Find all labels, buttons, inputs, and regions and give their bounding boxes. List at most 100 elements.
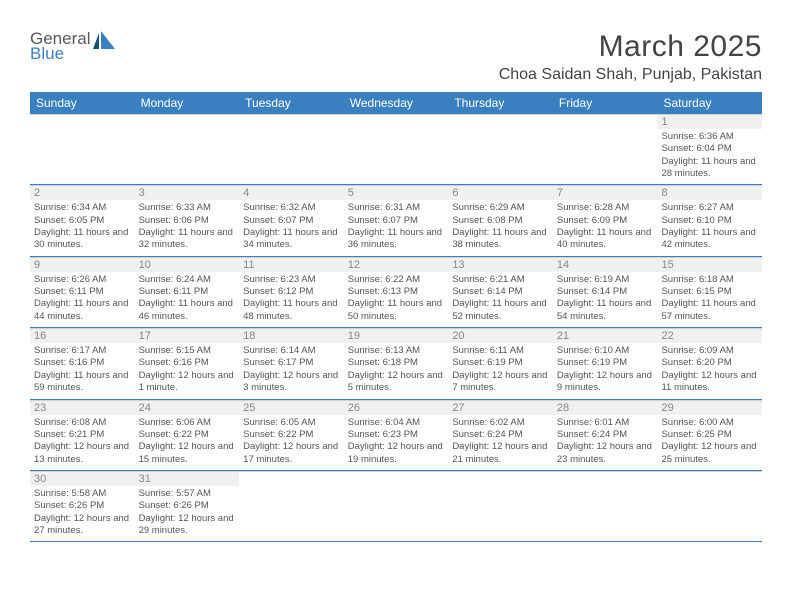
daylight-text: Daylight: 11 hours and 42 minutes. — [661, 227, 758, 252]
sunrise-text: Sunrise: 6:11 AM — [452, 345, 549, 357]
day-number: 24 — [135, 401, 240, 415]
sunset-text: Sunset: 6:11 PM — [34, 286, 131, 298]
day-number: 18 — [239, 329, 344, 343]
calendar-cell: 23Sunrise: 6:08 AMSunset: 6:21 PMDayligh… — [30, 400, 135, 470]
daylight-text: Daylight: 12 hours and 13 minutes. — [34, 441, 131, 466]
day-number: 7 — [553, 186, 658, 200]
day-number: 25 — [239, 401, 344, 415]
calendar-cell: 4Sunrise: 6:32 AMSunset: 6:07 PMDaylight… — [239, 185, 344, 255]
daylight-text: Daylight: 11 hours and 52 minutes. — [452, 298, 549, 323]
calendar-cell: 31Sunrise: 5:57 AMSunset: 6:26 PMDayligh… — [135, 471, 240, 541]
day-header: Wednesday — [344, 92, 449, 114]
calendar-cell: 5 Sunrise: 6:31 AMSunset: 6:07 PMDaylight… — [344, 185, 449, 255]
calendar-cell: 21Sunrise: 6:10 AMSunset: 6:19 PMDayligh… — [553, 328, 658, 398]
daylight-text: Daylight: 12 hours and 23 minutes. — [557, 441, 654, 466]
location: Choa Saidan Shah, Punjab, Pakistan — [499, 66, 762, 84]
daylight-text: Daylight: 11 hours and 36 minutes. — [348, 227, 445, 252]
sunset-text: Sunset: 6:10 PM — [661, 215, 758, 227]
sunrise-text: Sunrise: 6:04 AM — [348, 417, 445, 429]
day-number: 12 — [344, 258, 449, 272]
day-header-row: SundayMondayTuesdayWednesdayThursdayFrid… — [30, 92, 762, 114]
day-number: 20 — [448, 329, 553, 343]
daylight-text: Daylight: 12 hours and 15 minutes. — [139, 441, 236, 466]
day-number: 21 — [553, 329, 658, 343]
day-number: 26 — [344, 401, 449, 415]
sunset-text: Sunset: 6:19 PM — [452, 357, 549, 369]
day-number: 1 — [657, 115, 762, 129]
calendar-cell: 9 Sunrise: 6:26 AMSunset: 6:11 PMDaylight… — [30, 257, 135, 327]
sunrise-text: Sunrise: 6:05 AM — [243, 417, 340, 429]
day-number: 14 — [553, 258, 658, 272]
day-number: 3 — [135, 186, 240, 200]
calendar-cell: 7Sunrise: 6:28 AMSunset: 6:09 PMDaylight… — [553, 185, 658, 255]
calendar-cell: 20Sunrise: 6:11 AMSunset: 6:19 PMDayligh… — [448, 328, 553, 398]
daylight-text: Daylight: 12 hours and 1 minute. — [139, 370, 236, 395]
sunset-text: Sunset: 6:22 PM — [243, 429, 340, 441]
calendar-cell — [344, 471, 449, 541]
sunrise-text: Sunrise: 6:27 AM — [661, 202, 758, 214]
daylight-text: Daylight: 11 hours and 57 minutes. — [661, 298, 758, 323]
sunset-text: Sunset: 6:04 PM — [661, 143, 758, 155]
sunset-text: Sunset: 6:17 PM — [243, 357, 340, 369]
sunrise-text: Sunrise: 6:33 AM — [139, 202, 236, 214]
sunrise-text: Sunrise: 5:57 AM — [139, 488, 236, 500]
calendar-cell: 11Sunrise: 6:23 AMSunset: 6:12 PMDayligh… — [239, 257, 344, 327]
day-number: 5 — [344, 186, 449, 200]
daylight-text: Daylight: 12 hours and 27 minutes. — [34, 513, 131, 538]
sunrise-text: Sunrise: 6:24 AM — [139, 274, 236, 286]
calendar-cell: 28Sunrise: 6:01 AMSunset: 6:24 PMDayligh… — [553, 400, 658, 470]
calendar-cell: 30Sunrise: 5:58 AMSunset: 6:26 PMDayligh… — [30, 471, 135, 541]
daylight-text: Daylight: 11 hours and 48 minutes. — [243, 298, 340, 323]
sunset-text: Sunset: 6:07 PM — [348, 215, 445, 227]
sunset-text: Sunset: 6:11 PM — [139, 286, 236, 298]
daylight-text: Daylight: 11 hours and 28 minutes. — [661, 156, 758, 181]
calendar-cell: 22Sunrise: 6:09 AMSunset: 6:20 PMDayligh… — [657, 328, 762, 398]
sunset-text: Sunset: 6:08 PM — [452, 215, 549, 227]
sunrise-text: Sunrise: 6:13 AM — [348, 345, 445, 357]
calendar-cell: 27Sunrise: 6:02 AMSunset: 6:24 PMDayligh… — [448, 400, 553, 470]
sunrise-text: Sunrise: 6:28 AM — [557, 202, 654, 214]
daylight-text: Daylight: 11 hours and 46 minutes. — [139, 298, 236, 323]
day-header: Tuesday — [239, 92, 344, 114]
header: General Blue March 2025 Choa Saidan Shah… — [30, 30, 762, 84]
day-number: 27 — [448, 401, 553, 415]
logo-text: General Blue — [30, 30, 90, 62]
daylight-text: Daylight: 11 hours and 38 minutes. — [452, 227, 549, 252]
day-number: 13 — [448, 258, 553, 272]
day-number: 30 — [30, 472, 135, 486]
sunset-text: Sunset: 6:26 PM — [139, 500, 236, 512]
day-number: 8 — [657, 186, 762, 200]
day-number: 9 — [30, 258, 135, 272]
calendar-cell: 8 Sunrise: 6:27 AMSunset: 6:10 PMDaylight… — [657, 185, 762, 255]
calendar-grid: SundayMondayTuesdayWednesdayThursdayFrid… — [30, 92, 762, 542]
sunrise-text: Sunrise: 6:31 AM — [348, 202, 445, 214]
sunrise-text: Sunrise: 6:10 AM — [557, 345, 654, 357]
sunset-text: Sunset: 6:16 PM — [34, 357, 131, 369]
title-area: March 2025 Choa Saidan Shah, Punjab, Pak… — [499, 30, 762, 84]
sunrise-text: Sunrise: 6:26 AM — [34, 274, 131, 286]
sunrise-text: Sunrise: 6:22 AM — [348, 274, 445, 286]
sunrise-text: Sunrise: 6:08 AM — [34, 417, 131, 429]
calendar-cell — [239, 114, 344, 184]
daylight-text: Daylight: 11 hours and 30 minutes. — [34, 227, 131, 252]
daylight-text: Daylight: 11 hours and 54 minutes. — [557, 298, 654, 323]
daylight-text: Daylight: 12 hours and 17 minutes. — [243, 441, 340, 466]
sunrise-text: Sunrise: 5:58 AM — [34, 488, 131, 500]
calendar-cell: 13Sunrise: 6:21 AMSunset: 6:14 PMDayligh… — [448, 257, 553, 327]
day-number: 15 — [657, 258, 762, 272]
sunrise-text: Sunrise: 6:09 AM — [661, 345, 758, 357]
daylight-text: Daylight: 11 hours and 34 minutes. — [243, 227, 340, 252]
calendar-cell — [553, 114, 658, 184]
sunset-text: Sunset: 6:22 PM — [139, 429, 236, 441]
sunrise-text: Sunrise: 6:01 AM — [557, 417, 654, 429]
day-number: 11 — [239, 258, 344, 272]
calendar-cell — [239, 471, 344, 541]
calendar-cell: 29Sunrise: 6:00 AMSunset: 6:25 PMDayligh… — [657, 400, 762, 470]
calendar-cell: 6Sunrise: 6:29 AMSunset: 6:08 PMDaylight… — [448, 185, 553, 255]
daylight-text: Daylight: 12 hours and 25 minutes. — [661, 441, 758, 466]
daylight-text: Daylight: 11 hours and 44 minutes. — [34, 298, 131, 323]
calendar-cell: 15Sunrise: 6:18 AMSunset: 6:15 PMDayligh… — [657, 257, 762, 327]
day-number: 10 — [135, 258, 240, 272]
sunset-text: Sunset: 6:06 PM — [139, 215, 236, 227]
calendar-cell: 17Sunrise: 6:15 AMSunset: 6:16 PMDayligh… — [135, 328, 240, 398]
